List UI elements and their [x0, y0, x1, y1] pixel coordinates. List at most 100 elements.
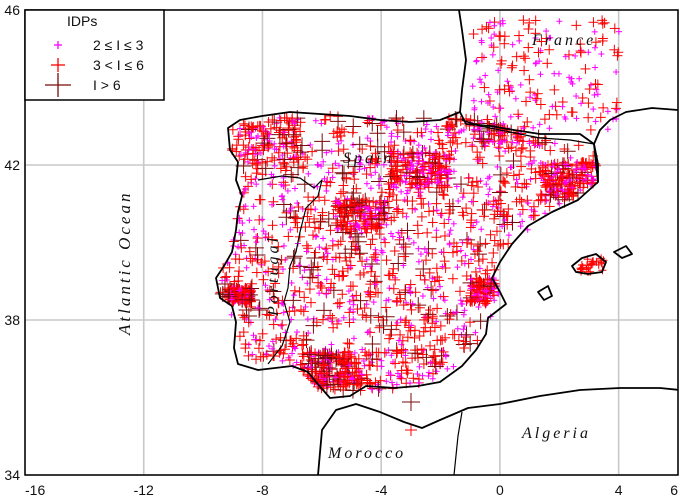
marker-mid	[414, 302, 425, 313]
marker-low	[262, 282, 269, 289]
marker-low	[567, 154, 574, 161]
marker-mid	[518, 15, 529, 26]
marker-mid	[506, 62, 517, 73]
marker-low	[332, 160, 339, 167]
marker-mid	[556, 172, 567, 183]
marker-low	[239, 220, 246, 227]
marker-mid	[431, 263, 442, 274]
marker-low	[357, 156, 364, 163]
marker-mid	[300, 222, 311, 233]
marker-mid	[373, 312, 384, 323]
marker-high	[303, 259, 320, 276]
x-tick-label: -16	[25, 482, 45, 498]
marker-mid	[595, 112, 606, 123]
marker-mid	[488, 247, 499, 258]
marker-mid	[325, 225, 336, 236]
marker-mid	[447, 273, 458, 284]
marker-mid	[253, 343, 264, 354]
marker-mid	[267, 220, 278, 231]
marker-low	[453, 183, 460, 190]
marker-mid	[289, 142, 300, 153]
marker-low	[517, 81, 524, 88]
marker-low	[353, 220, 360, 227]
marker-low	[572, 52, 579, 59]
marker-low	[276, 155, 283, 162]
marker-mid	[470, 266, 481, 277]
marker-low	[483, 181, 490, 188]
marker-mid	[580, 63, 591, 74]
marker-low	[279, 357, 286, 364]
marker-mid	[489, 213, 500, 224]
marker-mid	[468, 29, 479, 40]
marker-low	[447, 227, 454, 234]
marker-high	[472, 313, 489, 330]
marker-low	[505, 232, 512, 239]
marker-low	[346, 298, 353, 305]
marker-high	[402, 393, 420, 411]
marker-low	[324, 250, 331, 257]
marker-mid	[489, 209, 500, 220]
marker-mid	[297, 348, 308, 359]
marker-low	[395, 229, 402, 236]
marker-low	[350, 141, 357, 148]
marker-mid	[516, 161, 527, 172]
marker-low	[519, 218, 526, 225]
marker-mid	[299, 292, 310, 303]
marker-mid	[338, 270, 349, 281]
marker-high	[378, 308, 395, 325]
marker-mid	[465, 317, 476, 328]
marker-low	[312, 206, 319, 213]
marker-low	[368, 172, 375, 179]
marker-mid	[376, 187, 387, 198]
marker-mid	[313, 223, 324, 234]
marker-low	[314, 161, 321, 168]
marker-high	[352, 245, 369, 262]
marker-high	[314, 133, 331, 150]
marker-mid	[494, 30, 505, 41]
marker-low	[380, 161, 387, 168]
marker-low	[328, 341, 335, 348]
marker-low	[323, 188, 330, 195]
marker-low	[573, 115, 580, 122]
marker-low	[459, 194, 466, 201]
marker-low	[421, 144, 428, 151]
marker-low	[284, 187, 291, 194]
marker-low	[476, 76, 483, 83]
marker-low	[350, 335, 357, 342]
marker-mid	[275, 163, 286, 174]
marker-mid	[432, 127, 443, 138]
marker-high	[455, 336, 472, 353]
marker-mid	[585, 124, 596, 135]
marker-mid	[234, 331, 245, 342]
marker-mid	[244, 246, 255, 257]
marker-low	[316, 244, 323, 251]
marker-mid	[452, 138, 463, 149]
marker-mid	[417, 158, 428, 169]
marker-mid	[345, 281, 356, 292]
marker-mid	[240, 171, 251, 182]
marker-mid	[344, 317, 355, 328]
marker-high	[343, 241, 360, 258]
marker-mid	[431, 232, 442, 243]
marker-mid	[297, 340, 308, 351]
marker-mid	[532, 88, 543, 99]
morocco-algeria-border	[453, 411, 463, 475]
marker-low	[378, 363, 385, 370]
marker-mid	[215, 287, 226, 298]
marker-low	[475, 304, 482, 311]
marker-low	[578, 100, 585, 107]
marker-low	[527, 176, 534, 183]
marker-mid	[264, 310, 275, 321]
marker-low	[517, 223, 524, 230]
marker-mid	[365, 162, 376, 173]
marker-mid	[310, 247, 321, 258]
marker-mid	[410, 287, 421, 298]
label-spain: Spain	[343, 150, 394, 167]
marker-low	[441, 297, 448, 304]
marker-low	[304, 316, 311, 323]
marker-mid	[318, 251, 329, 262]
marker-low	[323, 291, 330, 298]
marker-low	[245, 146, 252, 153]
marker-low	[296, 262, 303, 269]
marker-mid	[234, 266, 245, 277]
